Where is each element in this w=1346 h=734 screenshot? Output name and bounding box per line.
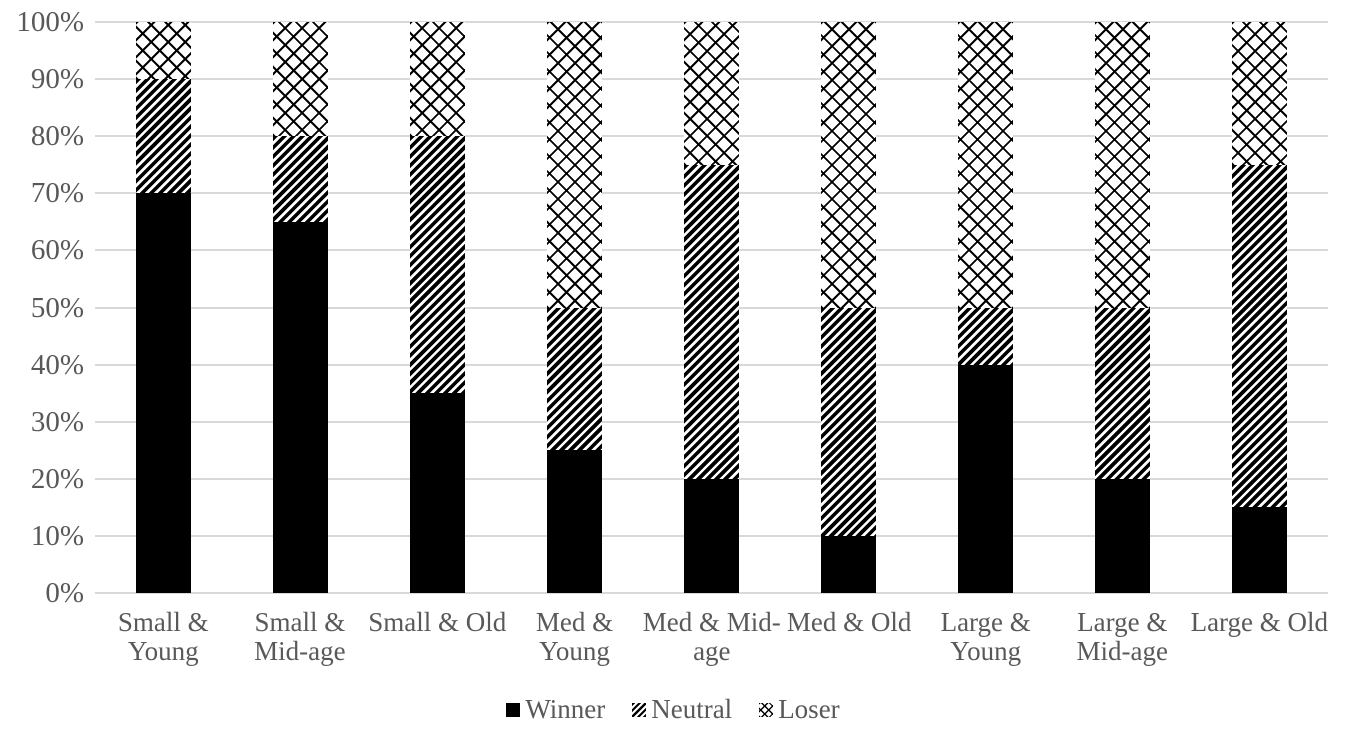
bar-med-young <box>547 22 602 593</box>
segment-winner <box>547 450 602 593</box>
y-tick-label-20: 20% <box>30 462 84 495</box>
segment-winner <box>684 478 739 593</box>
legend-item-winner: Winner <box>506 694 605 725</box>
y-tick-label-0: 0% <box>45 577 84 609</box>
x-tick-label-small-mid-age: Small & Mid-age <box>254 607 346 666</box>
legend-label-loser: Loser <box>778 694 840 724</box>
x-tick-label-large-mid-age: Large & Mid-age <box>1076 607 1169 666</box>
segment-loser <box>547 22 602 308</box>
bar-small-old <box>410 22 465 593</box>
segment-winner <box>273 221 328 593</box>
legend-swatch-loser <box>759 702 774 717</box>
segment-winner <box>410 393 465 593</box>
segment-loser <box>1095 22 1150 308</box>
segment-winner <box>136 193 191 593</box>
segment-loser <box>273 22 328 137</box>
segment-neutral <box>1095 307 1150 479</box>
segment-winner <box>1095 478 1150 593</box>
plot-area <box>95 21 1328 594</box>
bar-small-young <box>136 22 191 593</box>
bar-med-old <box>821 22 876 593</box>
x-tick-label-med-mid-age: Med & Mid-age <box>642 607 781 666</box>
segment-winner <box>1232 507 1287 593</box>
bar-large-mid-age <box>1095 22 1150 593</box>
x-tick-label-large-old: Large & Old <box>1190 607 1329 637</box>
legend-swatch-neutral <box>632 702 647 717</box>
segment-neutral <box>684 164 739 479</box>
x-tick-label-large-young: Large & Young <box>940 607 1031 666</box>
x-tick-label-small-old: Small & Old <box>368 607 507 637</box>
legend-item-neutral: Neutral <box>632 694 732 725</box>
legend-item-loser: Loser <box>759 694 840 725</box>
legend-label-neutral: Neutral <box>651 694 733 724</box>
x-axis: Small & Young Small & Mid-age Small & Old Med… <box>95 608 1328 666</box>
bar-large-young <box>958 22 1013 593</box>
y-tick-label-90: 90% <box>30 63 84 96</box>
segment-neutral <box>136 79 191 194</box>
legend: Winner Neutral Loser <box>0 694 1346 725</box>
y-tick-label-50: 50% <box>30 291 84 324</box>
segment-winner <box>958 364 1013 593</box>
segment-neutral <box>821 307 876 536</box>
segment-winner <box>821 535 876 593</box>
legend-swatch-winner <box>506 702 521 717</box>
legend-label-winner: Winner <box>525 694 606 724</box>
bar-med-mid-age <box>684 22 739 593</box>
segment-neutral <box>410 136 465 394</box>
y-tick-label-80: 80% <box>30 120 84 153</box>
gridline-0 <box>95 592 1328 594</box>
y-tick-label-100: 100% <box>16 6 84 38</box>
segment-loser <box>136 22 191 80</box>
segment-neutral <box>547 307 602 451</box>
y-axis: 0% 10% 20% 30% 40% 50% 60% 70% 80% 90% 100% <box>0 0 84 734</box>
segment-neutral <box>958 307 1013 365</box>
segment-loser <box>1232 22 1287 165</box>
y-tick-label-70: 70% <box>30 177 84 210</box>
x-tick-label-small-young: Small & Young <box>117 607 209 666</box>
y-tick-label-40: 40% <box>30 348 84 381</box>
y-tick-label-60: 60% <box>30 234 84 267</box>
segment-loser <box>410 22 465 137</box>
bar-large-old <box>1232 22 1287 593</box>
y-tick-label-30: 30% <box>30 405 84 438</box>
segment-neutral <box>273 136 328 222</box>
x-tick-label-med-young: Med & Young <box>535 607 614 666</box>
x-tick-label-med-old: Med & Old <box>786 607 912 637</box>
segment-loser <box>821 22 876 308</box>
segment-loser <box>958 22 1013 308</box>
segment-neutral <box>1232 164 1287 508</box>
segment-loser <box>684 22 739 165</box>
y-tick-label-10: 10% <box>30 519 84 552</box>
bar-small-mid-age <box>273 22 328 593</box>
